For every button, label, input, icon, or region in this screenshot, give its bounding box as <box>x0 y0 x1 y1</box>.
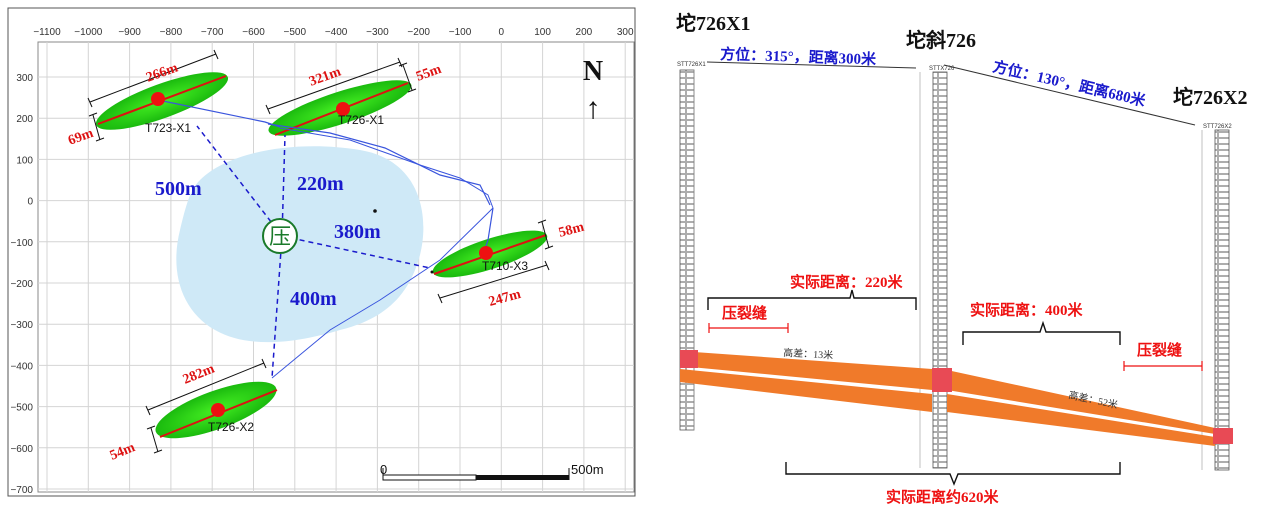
x-tick-label: −1000 <box>74 27 103 38</box>
distance-label-220: 220m <box>297 173 344 195</box>
distance-label-220m: 实际距离：220米 <box>790 273 904 291</box>
x-tick-label: −900 <box>118 27 141 38</box>
well-name-1: 坨726X1 <box>676 11 750 35</box>
plan-map: −1100 −1000 −900 −800 −700 −600 −500 −400 −300 −2… <box>7 7 636 497</box>
brace-400 <box>962 320 1121 345</box>
map-x-tick-labels: −1100 −1000 −900 −800 −700 −600 −500 −400 −300 −2… <box>33 27 634 38</box>
log-track-3 <box>1214 129 1230 471</box>
cross-section: STT726X1 STTX726 STT726X2 坨726X1 坨斜726 坨… <box>676 11 1247 506</box>
brace-620 <box>785 462 1121 486</box>
elevation-label-1: 高差：13米 <box>783 346 834 362</box>
map-y-tick-labels: 300 200 100 0 −100 −200 −300 −400 −500 −600 −700 <box>10 73 33 496</box>
x-tick-label: −200 <box>407 27 430 38</box>
x-tick-label: −300 <box>366 27 389 38</box>
x-tick-label: −700 <box>201 27 224 38</box>
scale-bar-black <box>476 475 569 480</box>
well-dot-t726x2 <box>211 403 225 417</box>
y-tick-label: −100 <box>10 238 33 249</box>
x-tick-label: −500 <box>284 27 307 38</box>
x-tick-label: 100 <box>534 27 551 38</box>
top-line-1 <box>706 61 917 69</box>
scale-label-start: 0 <box>380 462 387 477</box>
well-name-3: 坨726X2 <box>1173 85 1247 109</box>
well-label-t710: T710-X3 <box>482 259 528 273</box>
y-tick-label: 0 <box>27 197 33 208</box>
log-header-2: STTX726 <box>929 66 955 72</box>
distance-label-620m: 实际距离约620米 <box>886 488 1000 506</box>
y-tick-label: −300 <box>10 320 33 331</box>
layer-band-upper-right <box>947 370 1215 434</box>
log-track-2 <box>932 71 948 469</box>
perf-zone-1 <box>680 350 698 368</box>
y-tick-label: −200 <box>10 279 33 290</box>
top-line-2 <box>943 64 1196 126</box>
layer-band-lower-left <box>680 369 932 412</box>
perf-zone-3 <box>1213 428 1233 444</box>
well-dot-t726x1 <box>336 102 350 116</box>
y-tick-label: −500 <box>10 403 33 414</box>
scale-bar-white <box>382 474 477 481</box>
trajectory-t726x1-b <box>279 127 494 209</box>
north-arrow-icon: ↑ <box>586 92 601 125</box>
distance-label-380: 380m <box>334 221 381 243</box>
x-tick-label: 0 <box>499 27 505 38</box>
x-tick-label: −1100 <box>33 27 61 38</box>
frac-label-left: 压裂缝 <box>722 304 767 322</box>
x-tick-label: −100 <box>449 27 472 38</box>
azimuth-label-2: 方位：130°，距离680米 <box>991 57 1148 110</box>
center-pressure-label: 压 <box>269 224 291 249</box>
well-dot-t710 <box>479 246 493 260</box>
dim-label-t710-width: 58m <box>557 220 586 241</box>
brace-220 <box>707 289 917 310</box>
x-tick-label: −600 <box>242 27 265 38</box>
stimulated-region <box>176 146 424 343</box>
distance-line-220 <box>281 134 286 237</box>
trajectory-t726x2 <box>271 207 494 379</box>
north-label: N <box>583 56 603 87</box>
well-name-2: 坨斜726 <box>906 28 976 52</box>
log-header-1: STT726X1 <box>677 62 706 68</box>
y-tick-label: −600 <box>10 444 33 455</box>
layer-band-upper-left <box>680 351 932 390</box>
trajectory-t726x1 <box>267 123 491 206</box>
y-tick-label: −400 <box>10 361 33 372</box>
azimuth-label-1: 方位：315°，距离300米 <box>720 45 878 68</box>
distance-line-400 <box>271 235 283 379</box>
well-dot-t723 <box>151 92 165 106</box>
distance-line-380 <box>281 235 431 269</box>
y-tick-label: 100 <box>16 155 33 166</box>
log-header-3: STT726X2 <box>1203 124 1232 130</box>
dimension-lines <box>87 49 554 454</box>
perf-zone-2 <box>932 368 952 392</box>
x-tick-label: 200 <box>576 27 593 38</box>
x-tick-label: −400 <box>325 27 348 38</box>
y-tick-label: 200 <box>16 114 33 125</box>
distance-label-400: 400m <box>290 288 337 310</box>
layer-band-lower-right <box>947 394 1215 446</box>
well-label-t723: T723-X1 <box>145 121 191 135</box>
well-label-t726x2: T726-X2 <box>208 420 254 434</box>
marker-dot <box>430 270 434 274</box>
frac-label-right: 压裂缝 <box>1137 341 1182 359</box>
well-label-t726x1: T726-X1 <box>338 113 384 127</box>
distance-label-400m: 实际距离：400米 <box>970 301 1084 319</box>
y-tick-label: −700 <box>10 485 33 496</box>
scale-label-end: 500m <box>571 462 604 477</box>
distance-label-500: 500m <box>155 178 202 200</box>
marker-dot <box>373 209 377 213</box>
x-tick-label: −800 <box>160 27 183 38</box>
center-pressure-icon <box>262 218 298 254</box>
y-tick-label: 300 <box>16 73 33 84</box>
x-tick-label: 300 <box>617 27 634 38</box>
